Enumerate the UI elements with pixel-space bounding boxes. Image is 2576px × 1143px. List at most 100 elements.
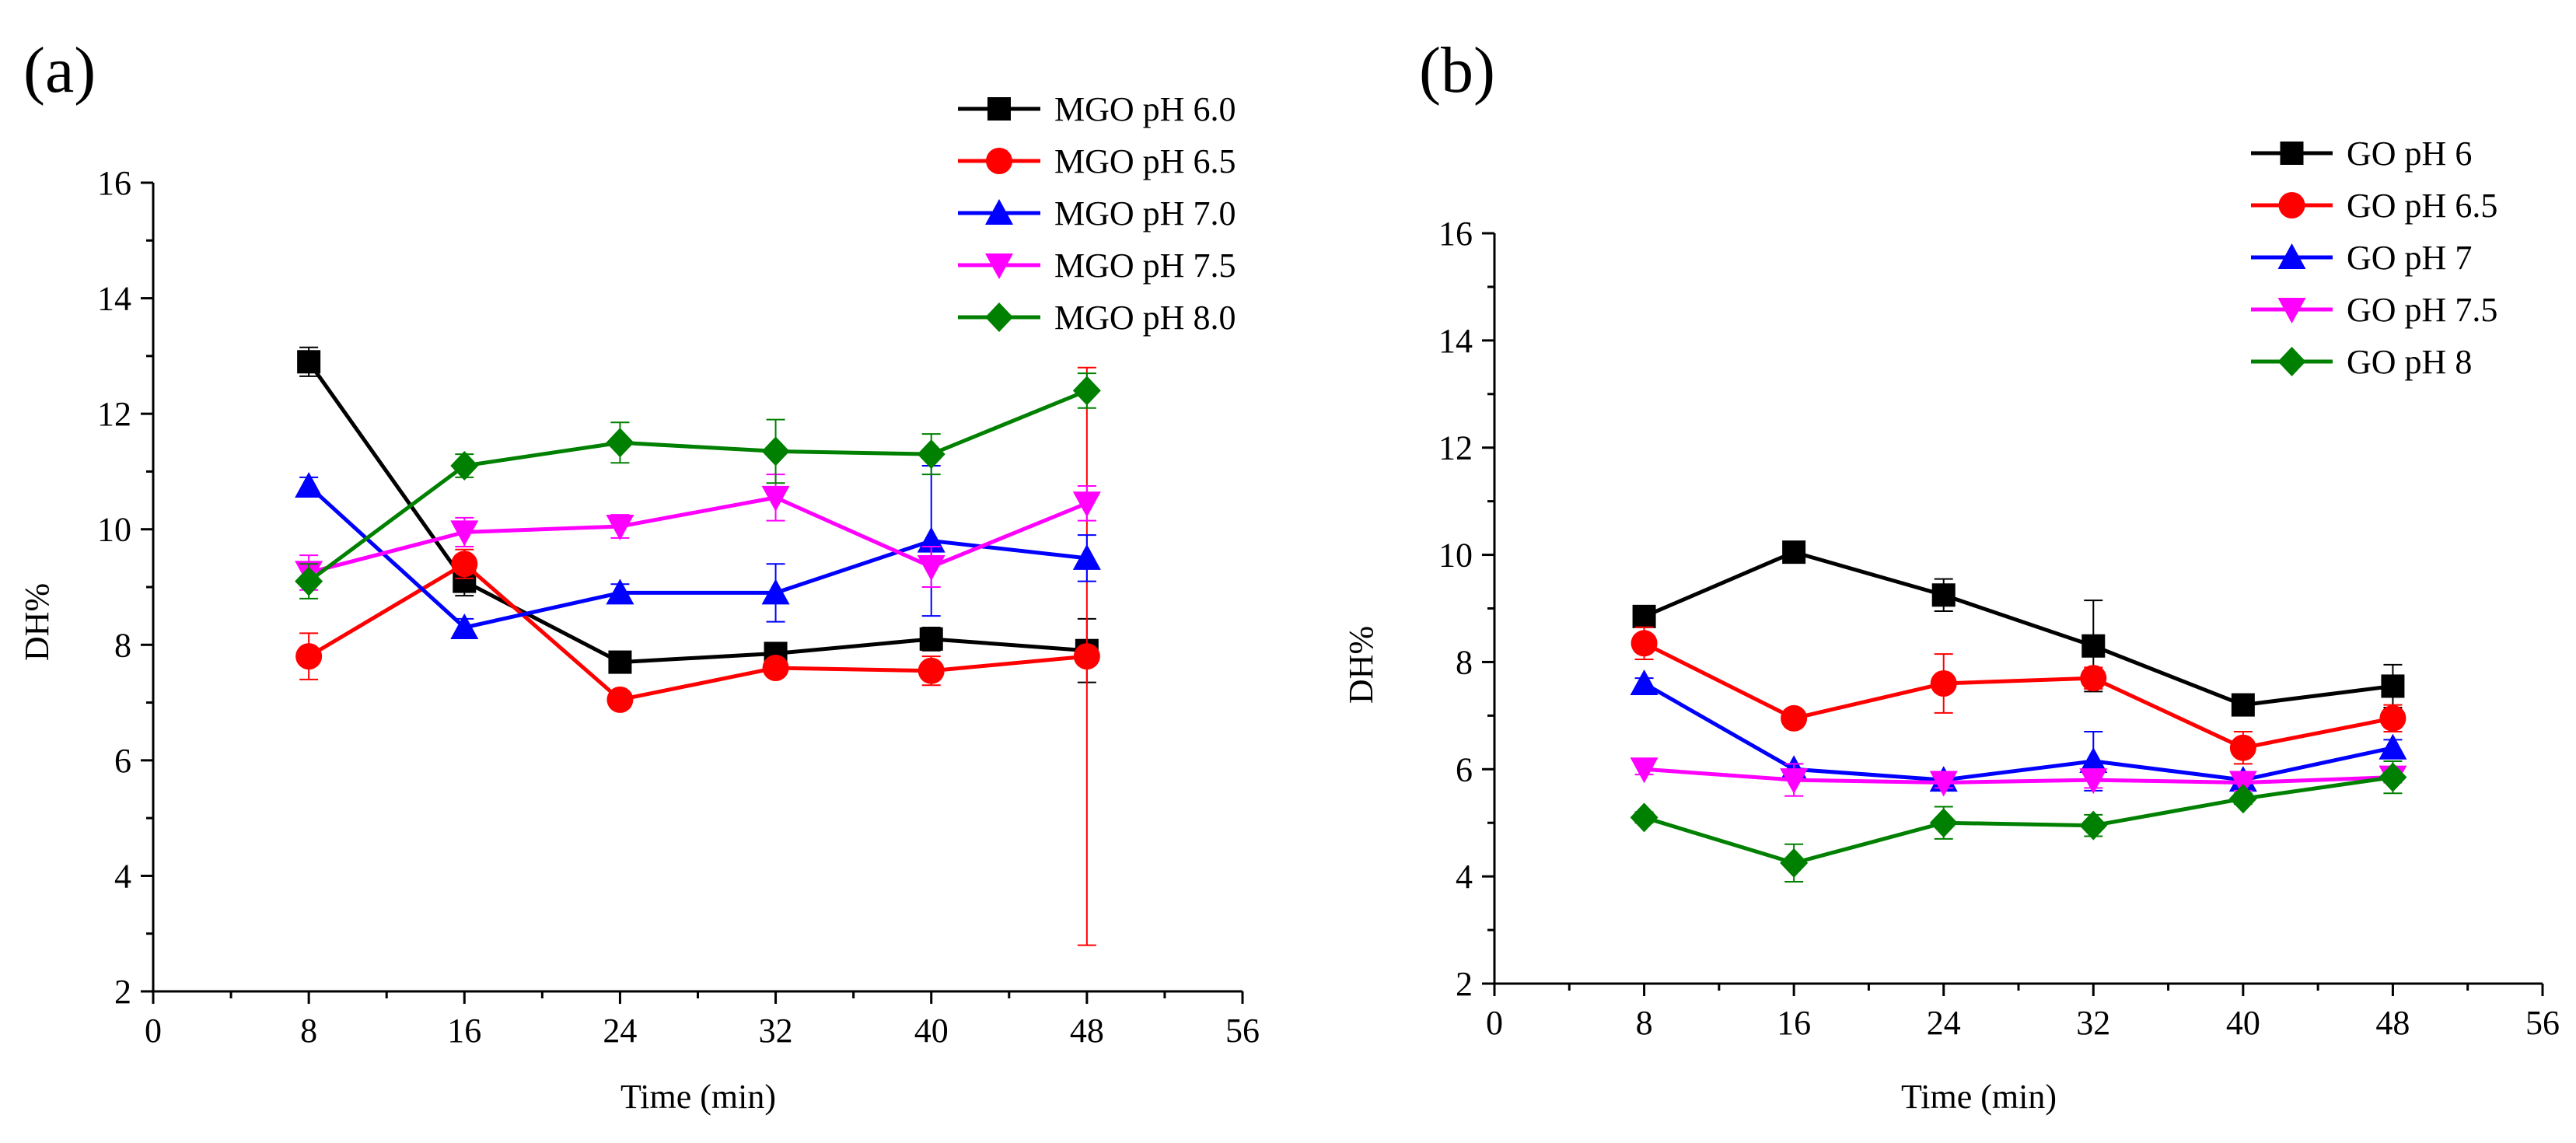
data-point bbox=[2379, 704, 2406, 732]
y-tick-label: 8 bbox=[114, 626, 131, 664]
data-point bbox=[917, 439, 945, 470]
data-point bbox=[2079, 810, 2108, 841]
data-point bbox=[450, 451, 479, 481]
y-tick-label: 2 bbox=[114, 973, 131, 1011]
legend-marker bbox=[2280, 142, 2304, 165]
x-axis-label: Time (min) bbox=[1901, 1078, 2057, 1116]
x-tick-label: 48 bbox=[2375, 1004, 2410, 1042]
series-3 bbox=[295, 465, 1101, 639]
data-point bbox=[2079, 768, 2108, 795]
series-line bbox=[1643, 775, 2393, 865]
legend-marker bbox=[2277, 347, 2306, 376]
series-line bbox=[307, 484, 1088, 630]
data-point bbox=[606, 686, 634, 713]
data-point bbox=[761, 578, 790, 605]
data-point bbox=[1072, 376, 1101, 406]
data-point bbox=[919, 627, 943, 651]
series-1 bbox=[1632, 540, 2405, 717]
series-3 bbox=[1630, 669, 2407, 792]
data-point bbox=[1630, 669, 1658, 695]
legend-item: GO pH 7 bbox=[2251, 239, 2472, 277]
legend-item: MGO pH 6.5 bbox=[958, 142, 1236, 180]
legend-label: MGO pH 6.0 bbox=[1054, 90, 1236, 128]
y-tick-label: 10 bbox=[97, 511, 131, 549]
x-tick-label: 16 bbox=[447, 1012, 481, 1050]
y-axis-label: DH% bbox=[18, 583, 56, 661]
data-point bbox=[1929, 808, 1958, 838]
series-2 bbox=[295, 366, 1100, 946]
y-tick-label: 14 bbox=[97, 280, 131, 318]
legend-label: GO pH 6 bbox=[2347, 135, 2472, 173]
data-point bbox=[1631, 630, 1658, 657]
y-tick-label: 6 bbox=[1456, 750, 1473, 788]
x-axis-label: Time (min) bbox=[620, 1078, 776, 1116]
data-point bbox=[761, 485, 790, 512]
data-point bbox=[1632, 604, 1656, 628]
data-point bbox=[295, 643, 323, 670]
data-point bbox=[917, 555, 945, 581]
data-point bbox=[1780, 768, 1809, 795]
series-line bbox=[307, 389, 1088, 583]
data-point bbox=[2228, 784, 2257, 814]
y-tick-label: 12 bbox=[97, 395, 131, 433]
x-tick-label: 40 bbox=[914, 1012, 949, 1050]
x-tick-label: 56 bbox=[1225, 1012, 1260, 1050]
data-point bbox=[606, 515, 634, 540]
legend-label: GO pH 6.5 bbox=[2347, 187, 2497, 225]
x-tick-label: 24 bbox=[1927, 1004, 1961, 1042]
legend-item: GO pH 6 bbox=[2251, 135, 2472, 173]
data-point bbox=[2080, 665, 2107, 692]
series-line bbox=[1643, 550, 2393, 708]
panel-label: (b) bbox=[1419, 34, 1495, 107]
data-point bbox=[1781, 704, 1808, 732]
series-line bbox=[307, 561, 1088, 702]
data-point bbox=[1630, 802, 1658, 833]
x-tick-label: 0 bbox=[145, 1012, 162, 1050]
data-point bbox=[451, 551, 478, 578]
data-point bbox=[450, 520, 479, 547]
data-point bbox=[2231, 693, 2255, 717]
data-point bbox=[2379, 733, 2407, 760]
legend-item: MGO pH 8.0 bbox=[958, 299, 1236, 337]
panel-label: (a) bbox=[23, 34, 96, 107]
data-point bbox=[1072, 491, 1101, 518]
series-line bbox=[308, 495, 1088, 575]
data-point bbox=[1782, 540, 1806, 565]
legend-marker bbox=[985, 253, 1013, 279]
legend-label: MGO pH 8.0 bbox=[1054, 299, 1236, 337]
legend-marker bbox=[986, 148, 1012, 174]
legend-item: MGO pH 6.0 bbox=[958, 90, 1236, 128]
data-point bbox=[2081, 634, 2106, 658]
data-point bbox=[1072, 544, 1101, 570]
x-tick-label: 8 bbox=[300, 1012, 317, 1050]
data-point bbox=[1630, 757, 1658, 784]
data-point bbox=[608, 650, 632, 674]
x-tick-label: 0 bbox=[1486, 1004, 1503, 1042]
data-point bbox=[1073, 643, 1100, 670]
data-point bbox=[295, 566, 323, 596]
x-tick-label: 32 bbox=[759, 1012, 793, 1050]
data-point bbox=[606, 578, 634, 605]
y-tick-label: 6 bbox=[114, 742, 131, 780]
series-4 bbox=[295, 474, 1101, 591]
y-tick-label: 4 bbox=[1456, 858, 1473, 896]
series-1 bbox=[297, 346, 1099, 683]
legend-label: GO pH 7 bbox=[2347, 239, 2472, 277]
legend-item: GO pH 6.5 bbox=[2251, 187, 2497, 225]
series-5 bbox=[295, 372, 1101, 599]
legend-marker bbox=[2277, 243, 2306, 269]
series-line bbox=[1644, 767, 2393, 785]
series-line bbox=[1643, 641, 2393, 750]
legend-label: GO pH 7.5 bbox=[2347, 291, 2497, 329]
legend-item: MGO pH 7.5 bbox=[958, 246, 1236, 285]
legend-item: MGO pH 7.0 bbox=[958, 194, 1236, 232]
data-point bbox=[1780, 848, 1809, 878]
data-point bbox=[2228, 771, 2257, 797]
y-axis-label: DH% bbox=[1342, 626, 1380, 704]
data-point bbox=[2079, 746, 2108, 773]
y-tick-label: 10 bbox=[1438, 537, 1473, 575]
legend-marker bbox=[987, 97, 1011, 121]
legend-marker bbox=[985, 302, 1013, 332]
